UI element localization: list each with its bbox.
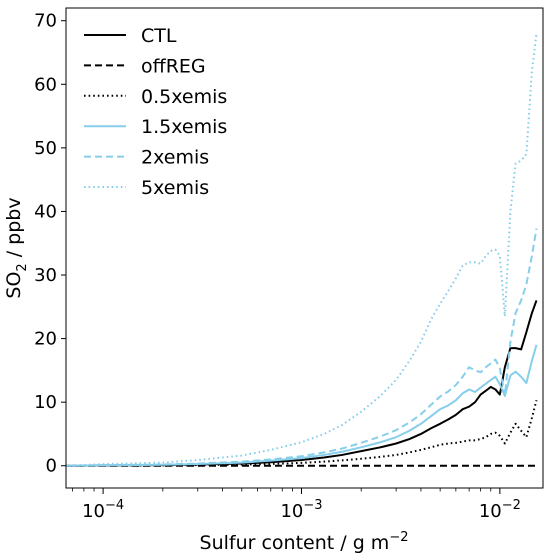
legend-label-0.5xemis: 0.5xemis — [141, 86, 227, 108]
legend-label-offREG: offREG — [141, 55, 206, 77]
x-tick-label: 10−2 — [479, 498, 521, 522]
y-axis: 0 10 20 30 40 50 60 70 — [34, 11, 66, 477]
series-line-2xemis — [65, 228, 538, 467]
legend: CTL offREG 0.5xemis 1.5xemis 2xemis 5xemis — [84, 25, 227, 199]
x-tick-label: 10−3 — [280, 498, 322, 522]
x-axis-label: Sulfur content / g m−2 — [200, 530, 409, 554]
y-tick-label: 60 — [34, 74, 57, 95]
plot-frame — [65, 7, 544, 489]
plot-area — [65, 7, 544, 489]
legend-label-2xemis: 2xemis — [141, 147, 209, 169]
x-axis-minor-ticks — [71, 488, 492, 492]
y-tick-label: 10 — [34, 392, 57, 413]
y-tick-label: 30 — [34, 265, 57, 286]
x-tick-label: 10−4 — [82, 498, 124, 522]
legend-label-CTL: CTL — [141, 25, 177, 47]
series-layer — [65, 33, 538, 467]
series-line-5xemis — [65, 33, 538, 467]
legend-label-5xemis: 5xemis — [141, 177, 209, 199]
series-line-1.5xemis — [65, 344, 538, 467]
series-line-0.5xemis — [65, 400, 538, 467]
x-axis: 10−4 10−3 10−2 — [82, 488, 521, 522]
y-axis-label-unit: / ppbv — [3, 197, 25, 263]
y-tick-label: 40 — [34, 201, 57, 222]
y-tick-label: 20 — [34, 329, 57, 350]
y-axis-label-subscript: 2 — [15, 263, 30, 271]
x-axis-label-exponent: −2 — [389, 530, 408, 545]
legend-label-1.5xemis: 1.5xemis — [141, 116, 227, 138]
y-axis-label: SO2 / ppbv — [3, 197, 30, 298]
y-tick-label: 0 — [46, 456, 57, 477]
y-tick-label: 50 — [34, 138, 57, 159]
y-tick-label: 70 — [34, 11, 57, 32]
